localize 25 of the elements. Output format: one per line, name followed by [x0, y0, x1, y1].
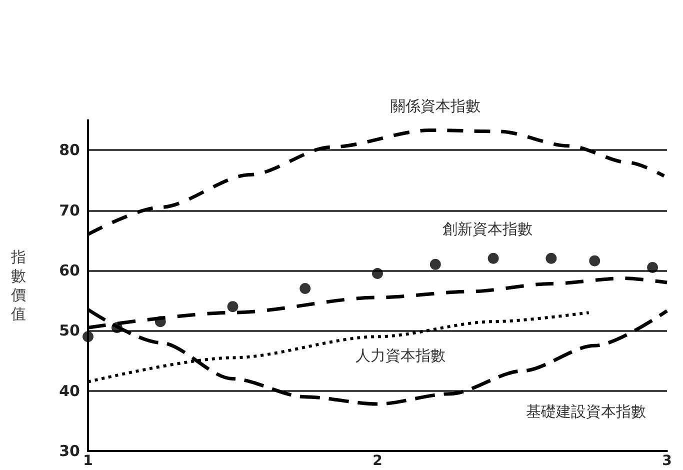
point — [82, 331, 94, 342]
annotation: 人力資本指數 — [356, 346, 446, 365]
annotation: 創新資本指數 — [442, 220, 533, 238]
point — [589, 255, 600, 266]
x-tick-label: 2 — [372, 453, 382, 469]
x-tick-label: 3 — [662, 453, 672, 469]
y-tick-label: 40 — [59, 382, 80, 400]
y-tick-label: 60 — [59, 261, 80, 280]
point — [546, 252, 557, 264]
point — [227, 301, 238, 312]
y-tick-label: 70 — [59, 201, 80, 220]
point — [111, 322, 122, 334]
annotation: 基礎建設資本指數 — [526, 402, 646, 420]
point — [372, 268, 383, 279]
point — [300, 283, 311, 294]
point — [154, 316, 166, 328]
y-tick-label: 50 — [59, 322, 80, 340]
x-tick-label: 1 — [83, 453, 93, 469]
annotation: 關係資本指數 — [390, 97, 480, 116]
point — [647, 262, 658, 273]
y-tick-label: 30 — [59, 442, 80, 460]
point — [488, 252, 499, 264]
y-tick-label: 80 — [59, 141, 80, 160]
y-axis-title: 指數價值 — [10, 248, 26, 323]
point — [430, 258, 441, 270]
